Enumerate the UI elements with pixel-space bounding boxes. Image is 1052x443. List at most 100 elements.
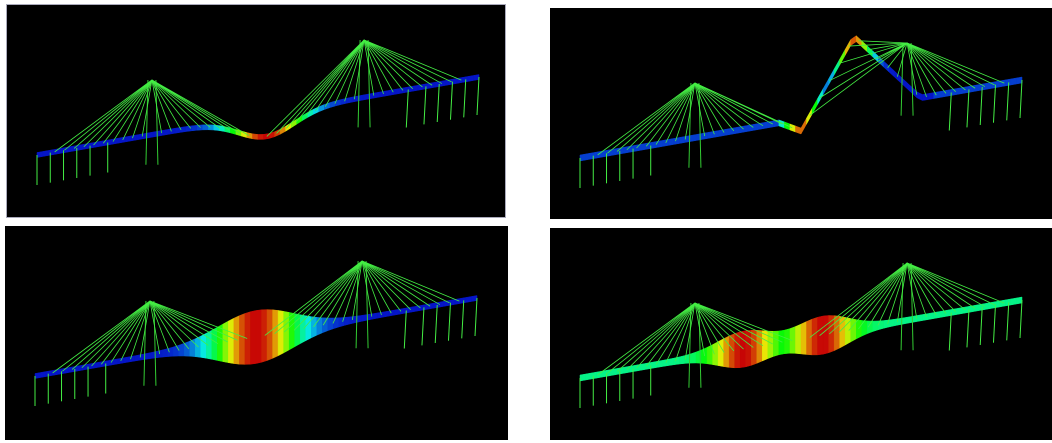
deck-segment — [779, 330, 785, 355]
pier — [450, 82, 452, 120]
deck-segment — [361, 315, 367, 322]
deck-segment — [396, 88, 402, 94]
deck-segment — [41, 372, 47, 378]
deck-segment — [1011, 78, 1017, 85]
deck-segment — [591, 372, 597, 379]
deck-segment — [917, 92, 923, 101]
deck-segment — [322, 318, 328, 333]
deck-segment — [70, 146, 76, 152]
deck-segment — [668, 138, 674, 145]
cable — [868, 263, 907, 327]
deck-segment — [829, 69, 835, 85]
deck-segment — [967, 306, 973, 313]
deck-segment — [586, 373, 592, 380]
cable — [277, 40, 365, 133]
deck-segment — [784, 329, 790, 354]
pier — [437, 84, 439, 122]
deck-segment — [35, 373, 41, 379]
deck-segment — [466, 296, 472, 302]
deck-segment — [239, 313, 245, 364]
cable — [323, 261, 362, 325]
deck-segment — [851, 36, 857, 46]
cable — [907, 263, 1004, 303]
deck-segment — [1016, 297, 1022, 304]
deck-segment — [308, 109, 314, 117]
deck-segment — [418, 84, 424, 90]
deck-segment — [967, 86, 973, 93]
cable — [364, 40, 461, 80]
pier — [406, 89, 408, 127]
deck-segment — [906, 316, 912, 323]
deck-segment — [956, 308, 962, 315]
deck-segment — [906, 82, 912, 93]
deck-segment — [939, 91, 945, 98]
deck-segment — [96, 362, 102, 368]
deck-segment — [164, 129, 170, 135]
deck-segment — [148, 132, 154, 138]
deck-segment — [319, 105, 325, 112]
deck-segment — [330, 101, 336, 108]
deck-segment — [707, 132, 713, 139]
deck-segment — [374, 92, 380, 98]
cable — [113, 80, 152, 142]
deck-segment — [613, 148, 619, 155]
cable — [907, 263, 946, 313]
cable — [362, 261, 401, 311]
pier — [993, 305, 995, 343]
deck-segment — [372, 313, 378, 319]
cable — [695, 83, 763, 126]
deck-segment — [416, 305, 422, 311]
deck-segment — [247, 133, 253, 139]
deck-segment — [43, 151, 49, 157]
cable — [907, 43, 985, 87]
cable — [364, 40, 432, 85]
pier — [435, 305, 437, 343]
deck-segment — [961, 87, 967, 94]
deck-segment — [197, 125, 203, 130]
deck-segment — [1000, 80, 1006, 87]
deck-segment — [317, 317, 323, 335]
pier — [424, 86, 426, 124]
deck-segment — [889, 319, 895, 327]
deck-segment — [422, 304, 428, 310]
cable — [152, 80, 220, 128]
cable — [362, 261, 459, 301]
deck-segment — [641, 363, 647, 370]
pier — [967, 89, 969, 127]
pier — [477, 77, 479, 115]
deck-segment — [801, 118, 807, 134]
pier — [462, 300, 464, 338]
deck-segment — [411, 306, 417, 312]
deck-segment — [867, 46, 873, 57]
mode-shape-4 — [550, 228, 1052, 440]
deck-segment — [162, 349, 168, 358]
deck-segment — [134, 355, 140, 361]
deck-segment — [795, 324, 801, 354]
deck-segment — [801, 322, 807, 355]
deck-segment — [333, 318, 339, 329]
deck-segment — [385, 90, 391, 96]
deck-segment — [851, 319, 857, 342]
pier — [448, 303, 450, 341]
cable — [907, 43, 956, 92]
deck-segment — [252, 134, 258, 140]
deck-segment — [280, 126, 286, 134]
deck-segment — [328, 318, 334, 331]
deck-segment — [840, 316, 846, 348]
deck-segment — [173, 345, 179, 356]
pier — [1020, 80, 1022, 118]
deck-segment — [269, 132, 275, 139]
deck-segment — [757, 330, 763, 363]
deck-segment — [873, 321, 879, 332]
cable — [907, 263, 975, 308]
cable — [364, 40, 403, 90]
deck-segment — [212, 327, 218, 360]
cable — [907, 43, 975, 88]
deck-segment — [306, 316, 312, 341]
deck-segment — [92, 142, 98, 148]
deck-segment — [383, 311, 389, 317]
deck-segment — [1011, 298, 1017, 305]
deck-segment — [652, 141, 658, 148]
cable — [656, 83, 695, 145]
deck-segment — [179, 343, 185, 356]
